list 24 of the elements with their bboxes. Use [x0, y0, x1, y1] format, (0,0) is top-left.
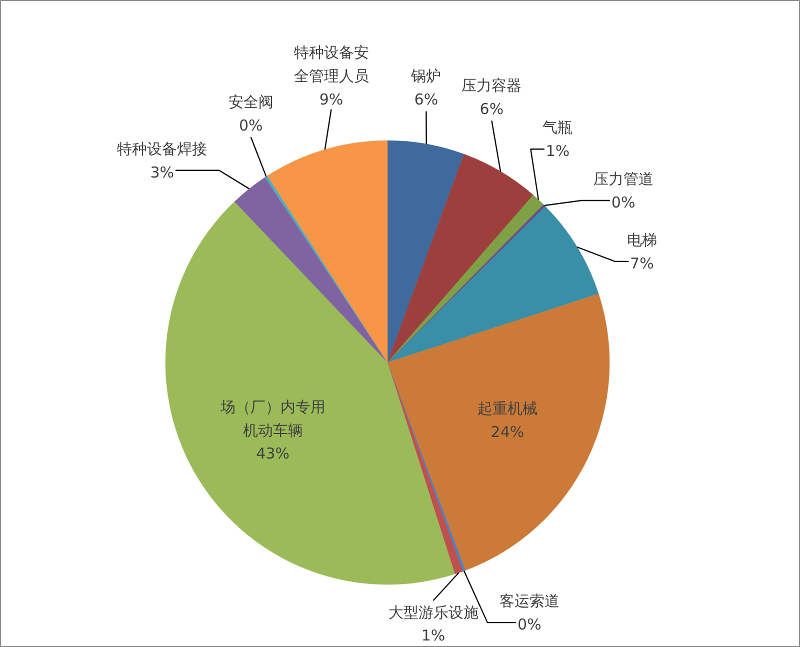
data-label: 43%	[256, 444, 290, 463]
data-label: 0%	[238, 116, 263, 134]
data-label: 1%	[546, 142, 570, 160]
data-label: 0%	[518, 616, 542, 634]
slice-label: 锅炉	[410, 67, 442, 86]
slice-label: 场（厂）内专用机动车辆	[219, 398, 326, 440]
data-label: 6%	[414, 90, 438, 109]
slice-label: 压力管道	[593, 170, 654, 188]
data-label: 9%	[319, 90, 344, 108]
data-label: 0%	[611, 193, 636, 212]
slice-label: 客运索道	[499, 592, 560, 610]
slice-label: 特种设备安全管理人员	[294, 44, 369, 86]
slice-label: 安全阀	[228, 92, 274, 111]
slice-label: 电梯	[626, 231, 657, 250]
slice-label: 压力容器	[462, 76, 522, 94]
slice-label: 气瓶	[542, 118, 573, 137]
data-label: 3%	[150, 163, 174, 182]
slice-label: 起重机械	[477, 400, 538, 418]
data-label: 1%	[421, 626, 446, 645]
data-label: 7%	[630, 254, 654, 272]
slice-label: 特种设备焊接	[117, 140, 208, 158]
data-label: 6%	[480, 100, 504, 118]
data-label: 24%	[490, 423, 524, 442]
slice-label: 大型游乐设施	[388, 603, 478, 622]
